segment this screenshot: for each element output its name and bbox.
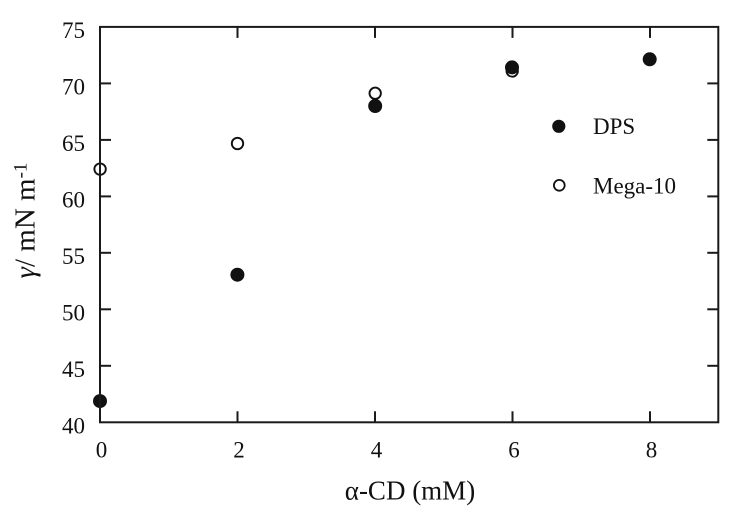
svg-text:45: 45 [62,357,85,382]
svg-text:40: 40 [62,413,85,438]
svg-text:Mega-10: Mega-10 [593,173,676,198]
svg-text:2: 2 [233,438,245,463]
svg-text:60: 60 [62,188,85,213]
svg-text:γ/ mN m-1: γ/ mN m-1 [9,163,41,279]
svg-text:DPS: DPS [593,114,635,139]
svg-text:0: 0 [96,438,108,463]
svg-text:α-CD (mM): α-CD (mM) [345,475,475,505]
svg-text:8: 8 [646,438,658,463]
svg-text:55: 55 [62,244,85,269]
svg-text:65: 65 [62,131,85,156]
svg-text:4: 4 [371,438,383,463]
svg-text:50: 50 [62,300,85,325]
svg-text:6: 6 [508,438,520,463]
svg-text:75: 75 [62,18,85,43]
svg-text:70: 70 [62,75,85,100]
